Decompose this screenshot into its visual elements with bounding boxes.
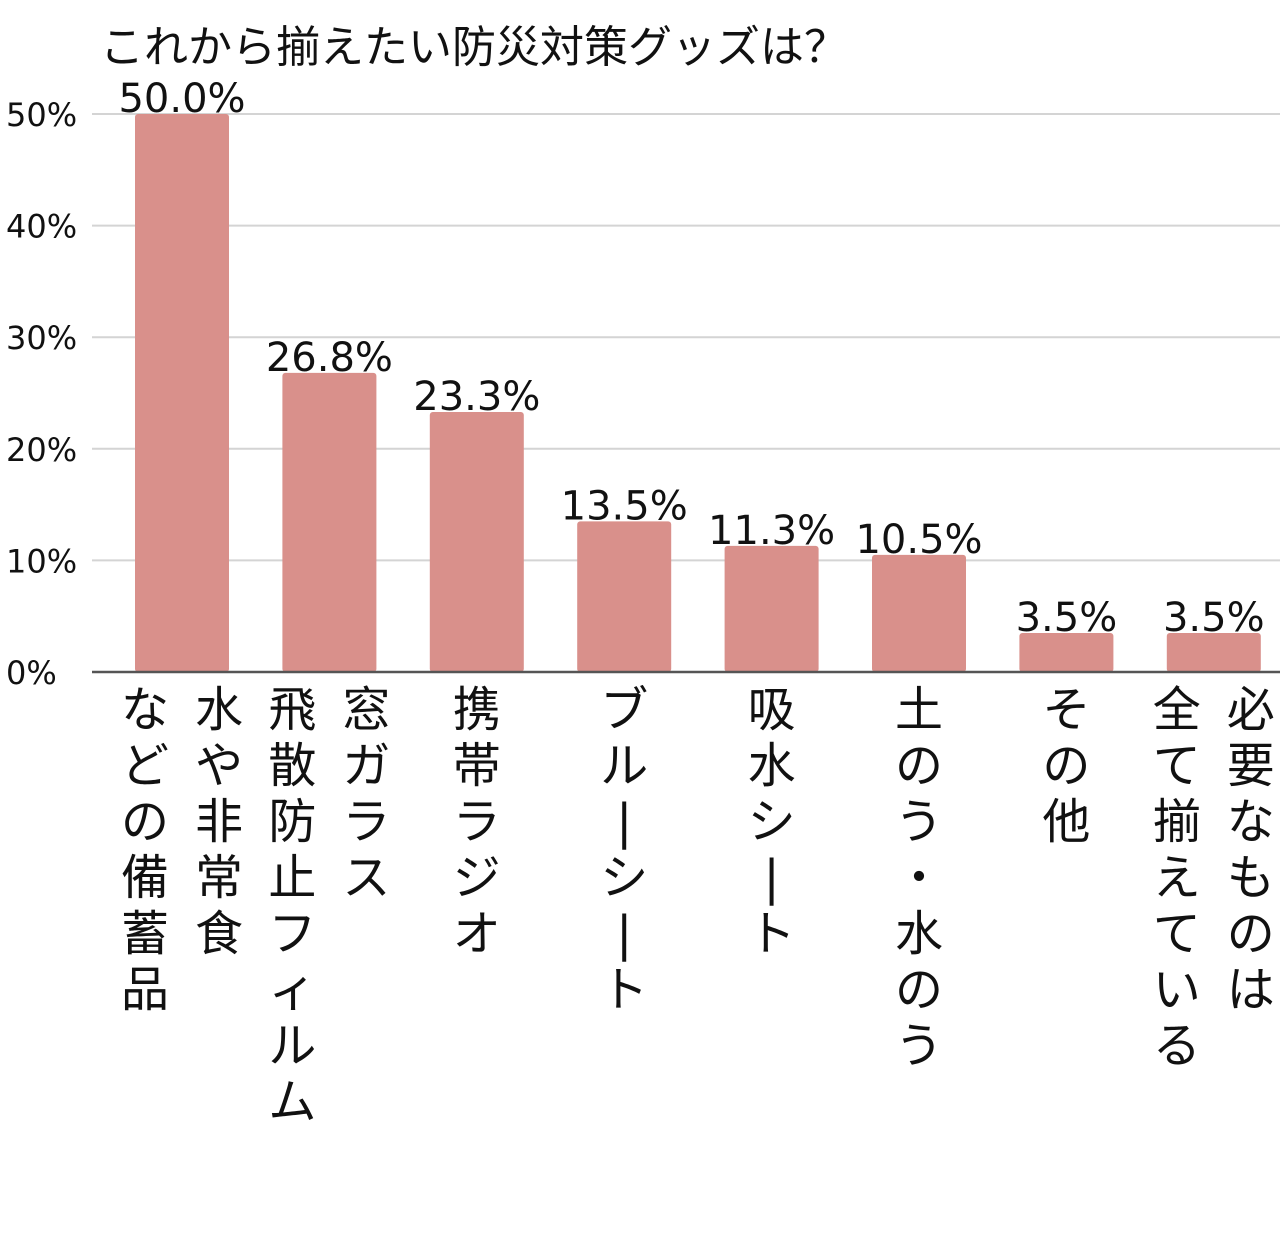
bar [135, 114, 229, 672]
bar [577, 521, 672, 672]
data-label: 11.3% [708, 508, 835, 554]
y-tick-label: 20% [6, 431, 77, 469]
bar [1166, 632, 1261, 672]
category-label: 飛散防止フィルム [268, 682, 316, 1130]
category-label: などの備蓄品 [121, 682, 169, 1018]
data-labels: 50.0% 26.8% 23.3% 13.5% 11.3% 10.5% 3.5% 3.5% [118, 76, 1264, 641]
data-label: 26.8% [266, 335, 393, 381]
bar [429, 411, 524, 672]
category-label: ブル|シ|ト [600, 682, 648, 1018]
data-label: 10.5% [855, 517, 982, 563]
y-tick-label: 0% [6, 654, 57, 692]
category-label: 吸水シ|ト [748, 682, 796, 962]
category-label: 全て揃えている [1153, 682, 1201, 1074]
category-label: 土のう・水のう [895, 682, 943, 1074]
category-label: その他 [1042, 682, 1090, 850]
bar [1019, 632, 1114, 672]
y-tick-label: 30% [6, 319, 77, 357]
data-label: 3.5% [1163, 595, 1265, 641]
data-label: 23.3% [413, 374, 540, 420]
bar [282, 372, 377, 672]
y-axis-ticks: 0% 10% 20% 30% 40% 50% [6, 96, 77, 692]
category-label: 水や非常食 [195, 682, 243, 962]
y-tick-label: 10% [6, 542, 77, 580]
data-label: 3.5% [1016, 595, 1118, 641]
chart-title: これから揃えたい防災対策グッズは？ [100, 22, 848, 73]
category-label: 窓ガラス [342, 682, 390, 906]
bar [872, 554, 966, 672]
y-tick-label: 40% [6, 208, 77, 246]
y-tick-label: 50% [6, 96, 77, 134]
category-label: 携帯ラジオ [453, 682, 501, 962]
data-label: 50.0% [118, 76, 245, 122]
data-label: 13.5% [561, 483, 688, 529]
bars [135, 114, 1261, 672]
bar [724, 545, 819, 672]
category-label: 必要なものは [1227, 682, 1275, 1018]
